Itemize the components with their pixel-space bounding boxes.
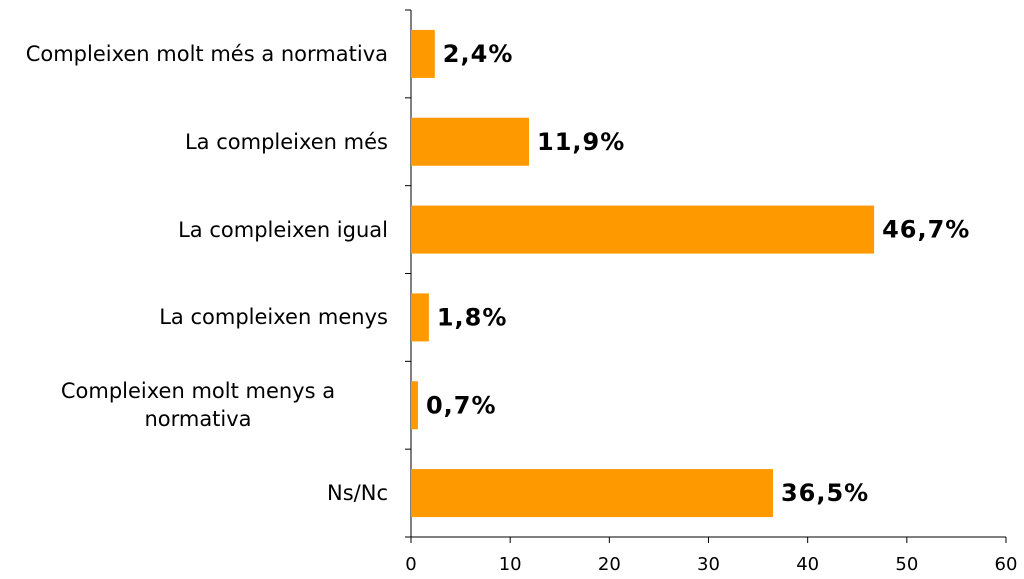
category-label: Ns/Nc [0, 479, 388, 507]
x-tick-label: 30 [697, 554, 720, 575]
category-text: La compleixen menys [159, 305, 388, 330]
x-tick-label: 60 [995, 554, 1018, 575]
category-label: La compleixen menys [0, 303, 388, 331]
bar [411, 381, 418, 430]
bar [411, 29, 435, 78]
bar [411, 117, 530, 166]
category-label: Compleixen molt menys a normativa [0, 377, 388, 433]
bar [411, 469, 773, 518]
x-tick-label: 0 [405, 554, 416, 575]
bar [411, 293, 429, 342]
x-tick-label: 50 [895, 554, 918, 575]
category-text: La compleixen igual [178, 217, 388, 242]
value-label: 11,9% [537, 128, 625, 156]
category-text: La compleixen més [184, 129, 388, 154]
x-tick-label: 40 [796, 554, 819, 575]
category-label: Compleixen molt més a normativa [0, 40, 388, 68]
x-tick-label: 10 [499, 554, 522, 575]
value-label: 46,7% [882, 216, 970, 244]
category-text: Ns/Nc [327, 481, 388, 506]
value-label: 36,5% [781, 479, 869, 507]
x-tick-label: 20 [598, 554, 621, 575]
bar [411, 205, 875, 254]
value-label: 0,7% [426, 391, 497, 419]
category-text: Compleixen molt menys a normativa [60, 379, 336, 432]
value-label: 2,4% [443, 40, 514, 68]
value-label: 1,8% [437, 303, 508, 331]
category-label: La compleixen més [0, 128, 388, 156]
category-text: Compleixen molt més a normativa [25, 41, 388, 66]
category-label: La compleixen igual [0, 216, 388, 244]
